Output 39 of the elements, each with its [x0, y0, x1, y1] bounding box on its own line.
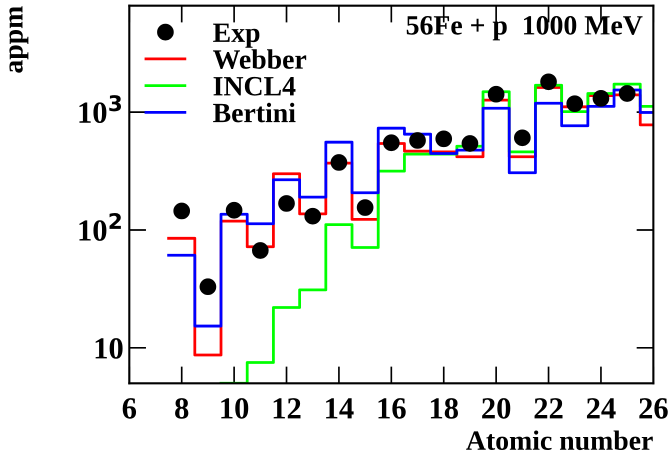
x-tick-label: 14: [326, 398, 354, 418]
y-axis-title: appm: [9, 6, 28, 73]
x-tick-label: 24: [586, 398, 616, 418]
y-tick-label: 10: [96, 338, 123, 359]
point: [488, 86, 504, 103]
x-tick-label: 6: [122, 398, 136, 419]
legend-label: Webber: [213, 49, 306, 69]
point: [592, 90, 610, 107]
point: [382, 134, 400, 152]
point: [514, 129, 531, 146]
point: [435, 130, 452, 148]
x-tick-label: 16: [378, 398, 406, 419]
chart-title: 56Fe + p 1000 MeV: [406, 16, 643, 40]
x-tick-label: 12: [274, 398, 300, 418]
legend-label: INCL4: [214, 76, 296, 96]
x-tick-label: 10: [221, 398, 248, 419]
x-tick-label: 22: [534, 398, 563, 418]
y-tick-label: 10$^{2}$: [79, 212, 121, 241]
legend-label: Bertini: [213, 102, 296, 122]
point: [330, 154, 348, 171]
x-tick-label: 8: [175, 398, 188, 419]
point: [173, 202, 190, 220]
point: [566, 95, 584, 112]
point: [356, 199, 374, 216]
point: [226, 202, 242, 219]
point: [304, 208, 322, 224]
x-tick-label: 18: [430, 398, 458, 419]
point: [278, 195, 295, 212]
y-tick-label: 10$^{3}$: [79, 95, 122, 124]
point: [540, 73, 557, 90]
point: [252, 242, 269, 259]
x-tick-label: 20: [482, 398, 510, 419]
x-axis-title: Atomic number: [466, 430, 653, 450]
point: [618, 85, 636, 102]
point: [200, 278, 216, 296]
x-tick-label: 26: [639, 398, 668, 419]
point: [462, 135, 478, 152]
legend-label: Exp: [213, 24, 260, 48]
point: [409, 132, 426, 149]
